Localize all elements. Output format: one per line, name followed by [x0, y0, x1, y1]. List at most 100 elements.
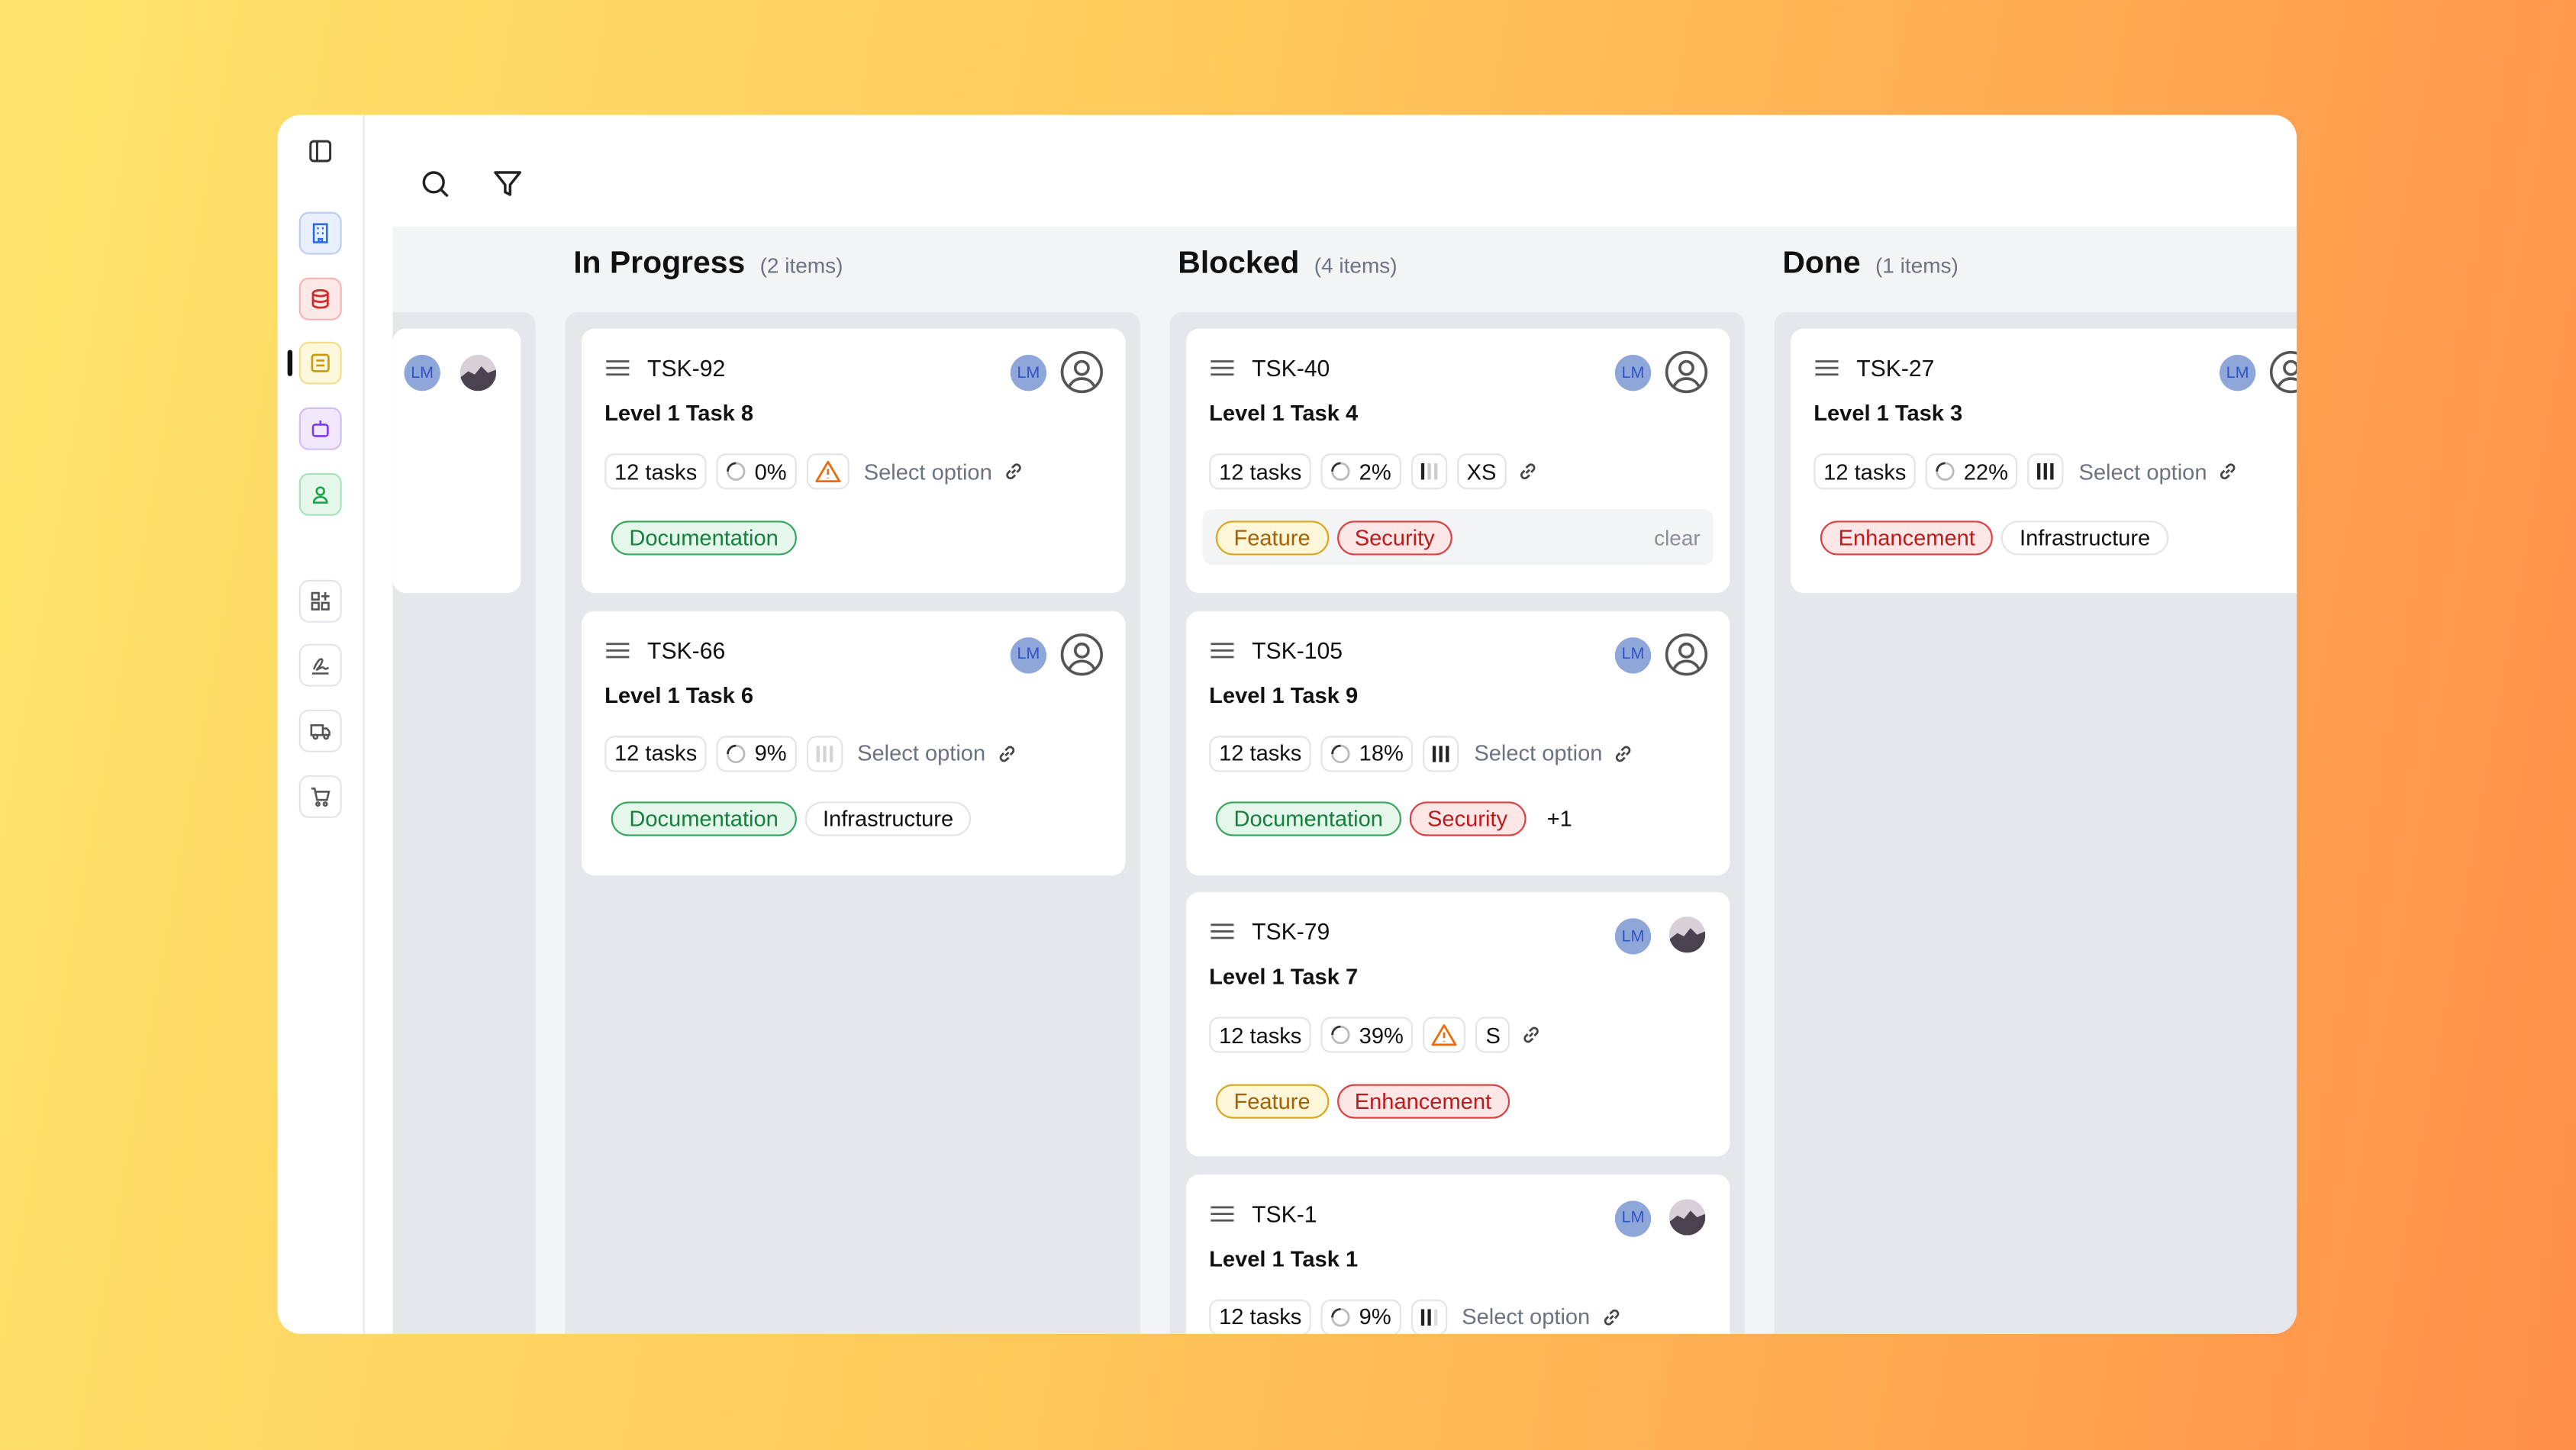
link-icon: [1520, 1023, 1543, 1046]
task-title: Level 1 Task 1: [1209, 1245, 1359, 1271]
column-count: (1 items): [1875, 253, 1959, 278]
tag[interactable]: Documentation: [1215, 801, 1401, 836]
tag[interactable]: Security: [1409, 801, 1526, 836]
nav-apps[interactable]: [298, 579, 342, 623]
column-title: Done: [1782, 246, 1861, 282]
assignee[interactable]: [1668, 917, 1714, 961]
task-card[interactable]: LM: [392, 328, 521, 594]
select-placeholder[interactable]: Select option: [2078, 459, 2207, 484]
avatar: LM: [1614, 636, 1652, 673]
link-icon: [995, 742, 1018, 765]
tag-row: Documentation Security +1: [1203, 791, 1714, 846]
tag[interactable]: Infrastructure: [2001, 520, 2168, 555]
progress-pill: 22%: [1926, 453, 2018, 490]
drag-handle: [1209, 922, 1235, 942]
progress-pill: 9%: [717, 735, 797, 772]
select-placeholder[interactable]: Select option: [1462, 1304, 1591, 1329]
assignee[interactable]: [459, 354, 505, 399]
tag[interactable]: Infrastructure: [804, 801, 972, 836]
progress: 0%: [754, 459, 787, 484]
select-placeholder[interactable]: Select option: [857, 740, 986, 766]
progress-spinner: [727, 462, 746, 482]
column-count: (4 items): [1314, 253, 1398, 278]
assignee[interactable]: [1664, 632, 1708, 676]
meta-row: 12 tasks 9% Select option: [605, 735, 1018, 772]
task-card[interactable]: TSK-1 Level 1 Task 1 LM 12 tasks 9% Select op…: [1186, 1173, 1730, 1334]
assignee[interactable]: [1059, 350, 1104, 394]
task-card[interactable]: TSK-40 Level 1 Task 4 LM 12 tasks 2% XS Featur…: [1186, 328, 1730, 594]
link-icon: [1612, 742, 1635, 765]
task-card[interactable]: TSK-79 Level 1 Task 7 LM 12 tasks 39% S Featur…: [1186, 891, 1730, 1157]
clear-button[interactable]: clear: [1654, 524, 1701, 549]
task-card[interactable]: TSK-66 Level 1 Task 6 LM 12 tasks 9% Select o…: [581, 610, 1126, 875]
nav-user[interactable]: [298, 472, 342, 516]
card-header: TSK-66: [605, 636, 726, 663]
priority[interactable]: [2027, 453, 2065, 490]
meta-row: 12 tasks 18% Select option: [1209, 735, 1635, 772]
tag-row: Documentation Infrastructure: [598, 791, 1108, 846]
size-pill[interactable]: XS: [1456, 453, 1507, 490]
task-id: TSK-40: [1252, 354, 1330, 382]
more-tags[interactable]: +1: [1546, 806, 1572, 832]
sidebar-toggle[interactable]: [299, 130, 342, 172]
priority[interactable]: [1411, 1298, 1447, 1334]
task-id: TSK-92: [647, 354, 726, 382]
drag-handle: [605, 358, 630, 378]
task-card[interactable]: TSK-105 Level 1 Task 9 LM 12 tasks 18% Select…: [1186, 610, 1730, 875]
tag[interactable]: Documentation: [611, 520, 797, 555]
select-placeholder[interactable]: Select option: [1474, 740, 1603, 766]
task-card[interactable]: TSK-27 Level 1 Task 3 LM 12 tasks 22% Select …: [1791, 328, 2297, 594]
search-button[interactable]: [419, 168, 452, 209]
progress-spinner: [727, 743, 746, 763]
tag[interactable]: Feature: [1215, 1083, 1329, 1118]
priority[interactable]: [806, 453, 850, 490]
task-id: TSK-66: [647, 636, 726, 663]
nav-building[interactable]: [298, 211, 342, 255]
priority[interactable]: [1411, 453, 1447, 490]
tag[interactable]: Security: [1336, 520, 1453, 555]
subtasks: 12 tasks: [1823, 459, 1907, 484]
task-title: Level 1 Task 6: [605, 682, 754, 707]
subtasks: 12 tasks: [1219, 1304, 1302, 1329]
size: XS: [1466, 459, 1497, 484]
column-title: Blocked: [1178, 246, 1300, 282]
assignee[interactable]: [1668, 1198, 1714, 1242]
card-header: TSK-92: [605, 355, 725, 381]
nav-truck[interactable]: [298, 709, 342, 752]
tag[interactable]: Enhancement: [1820, 520, 1994, 555]
priority[interactable]: [1423, 1017, 1466, 1053]
assignee[interactable]: [2268, 350, 2297, 394]
task-title: Level 1 Task 9: [1209, 682, 1359, 707]
tag[interactable]: Enhancement: [1336, 1083, 1510, 1118]
select-placeholder[interactable]: Select option: [863, 459, 992, 484]
task-card[interactable]: TSK-92 Level 1 Task 8 LM 12 tasks 0% Select o…: [581, 328, 1126, 594]
nav-bot[interactable]: [298, 407, 342, 450]
assignee[interactable]: [1664, 350, 1708, 394]
task-title: Level 1 Task 4: [1209, 401, 1359, 426]
progress-pill: 39%: [1321, 1017, 1414, 1053]
tag-row: Enhancement Infrastructure: [1807, 509, 2297, 565]
priority[interactable]: [1423, 735, 1460, 772]
priority[interactable]: [806, 735, 843, 772]
nav-database[interactable]: [298, 277, 342, 321]
tag[interactable]: Documentation: [611, 801, 797, 836]
column-partial: LM: [392, 311, 536, 1334]
subtasks-pill: 12 tasks: [1209, 1298, 1312, 1334]
nav-board[interactable]: [298, 341, 342, 385]
card-header: TSK-79: [1209, 918, 1330, 945]
column-title: In Progress: [573, 246, 746, 282]
active-indicator: [287, 350, 293, 376]
tag[interactable]: Feature: [1215, 520, 1329, 555]
assignee[interactable]: [1059, 632, 1104, 676]
subtasks-pill: 12 tasks: [1814, 453, 1917, 490]
size-pill[interactable]: S: [1475, 1017, 1510, 1053]
avatar: LM: [1614, 354, 1652, 392]
nav-sign[interactable]: [298, 643, 342, 687]
drag-handle: [1209, 640, 1235, 659]
drag-handle: [1209, 358, 1235, 378]
tag-row: Documentation: [598, 509, 1108, 565]
progress: 18%: [1359, 740, 1404, 766]
meta-row: 12 tasks 9% Select option: [1209, 1298, 1623, 1334]
nav-cart[interactable]: [298, 775, 342, 818]
filter-button[interactable]: [492, 168, 524, 209]
